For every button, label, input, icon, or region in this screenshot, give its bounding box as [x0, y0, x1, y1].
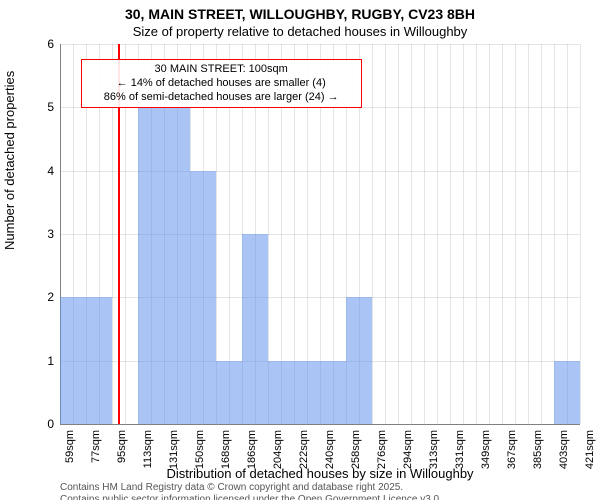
histogram-bar [346, 297, 372, 424]
title-main: 30, MAIN STREET, WILLOUGHBY, RUGBY, CV23… [0, 6, 600, 22]
gridline-v [372, 44, 373, 424]
annotation-line-2: ← 14% of detached houses are smaller (4) [88, 77, 355, 91]
histogram-bar [190, 171, 216, 424]
gridline-v [398, 44, 399, 424]
histogram-bar [554, 361, 580, 424]
annotation-line-3: 86% of semi-detached houses are larger (… [88, 91, 355, 105]
y-tick-label: 4 [30, 164, 54, 178]
gridline-v [528, 44, 529, 424]
histogram-bar [138, 107, 164, 424]
x-axis-line [60, 424, 580, 425]
histogram-bar [60, 297, 86, 424]
histogram-bar [216, 361, 242, 424]
y-tick-label: 6 [30, 37, 54, 51]
gridline-v-minor [541, 44, 542, 424]
gridline-v-minor [489, 44, 490, 424]
histogram-bar [164, 107, 190, 424]
histogram-bar [320, 361, 346, 424]
y-tick-label: 2 [30, 290, 54, 304]
histogram-bar [268, 361, 294, 424]
footer-attribution: Contains HM Land Registry data © Crown c… [60, 482, 442, 500]
gridline-v [580, 44, 581, 424]
gridline-v [450, 44, 451, 424]
annotation-box: 30 MAIN STREET: 100sqm← 14% of detached … [81, 59, 362, 108]
y-tick-label: 0 [30, 417, 54, 431]
histogram-bar [86, 297, 112, 424]
histogram-bar [294, 361, 320, 424]
gridline-v-minor [515, 44, 516, 424]
gridline-v-minor [411, 44, 412, 424]
title-sub: Size of property relative to detached ho… [0, 24, 600, 39]
x-axis-label: Distribution of detached houses by size … [60, 466, 580, 481]
gridline-v-minor [385, 44, 386, 424]
y-axis-label: Number of detached properties [2, 71, 17, 250]
y-tick-label: 1 [30, 354, 54, 368]
y-tick-label: 3 [30, 227, 54, 241]
gridline-v-minor [437, 44, 438, 424]
plot-area: 30 MAIN STREET: 100sqm← 14% of detached … [60, 44, 580, 424]
gridline-v [424, 44, 425, 424]
gridline-v [502, 44, 503, 424]
gridline-v-minor [463, 44, 464, 424]
x-tick-label: 421sqm [584, 430, 596, 474]
gridline-v [476, 44, 477, 424]
histogram-bar [242, 234, 268, 424]
annotation-line-1: 30 MAIN STREET: 100sqm [88, 63, 355, 77]
chart-root: 30, MAIN STREET, WILLOUGHBY, RUGBY, CV23… [0, 0, 600, 500]
footer-line-2: Contains public sector information licen… [60, 494, 442, 500]
y-tick-label: 5 [30, 100, 54, 114]
footer-line-1: Contains HM Land Registry data © Crown c… [60, 482, 442, 494]
